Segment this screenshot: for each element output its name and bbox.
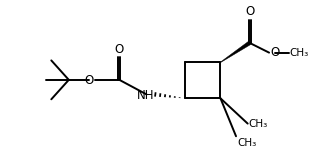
Text: O: O (245, 5, 254, 18)
Polygon shape (220, 41, 251, 63)
Text: O: O (115, 43, 124, 55)
Text: O: O (270, 46, 279, 59)
Text: CH₃: CH₃ (249, 119, 268, 129)
Text: O: O (85, 74, 94, 87)
Text: CH₃: CH₃ (290, 48, 309, 58)
Text: CH₃: CH₃ (237, 138, 256, 148)
Text: NH: NH (137, 89, 154, 102)
